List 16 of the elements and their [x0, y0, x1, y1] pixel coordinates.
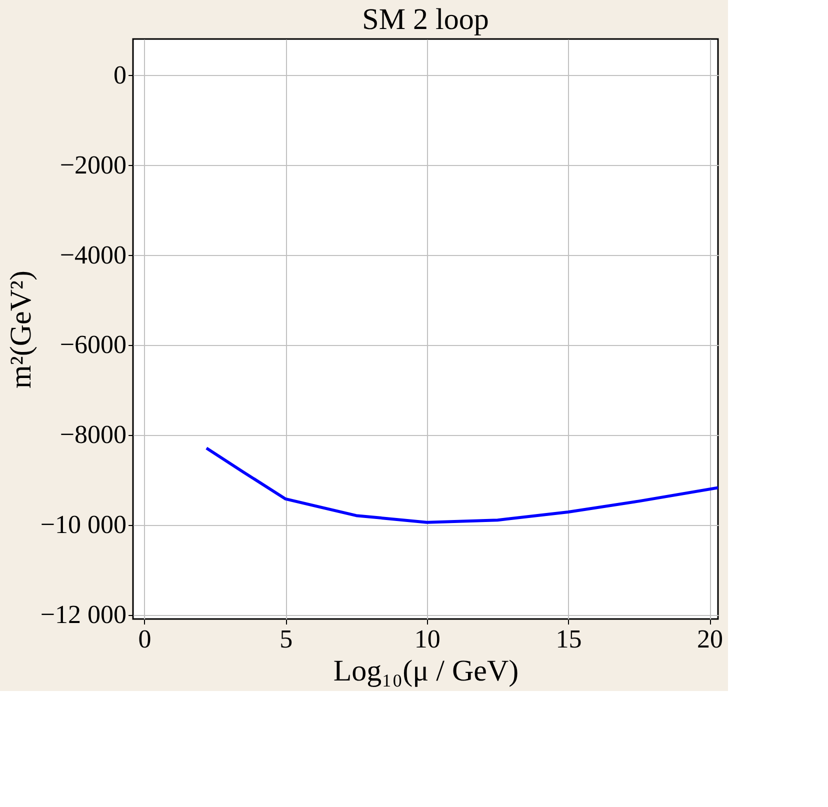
y-tick-label: −10 000: [40, 510, 126, 540]
y-tick-label: −2000: [60, 150, 126, 180]
x-tick-label: 0: [138, 624, 152, 654]
y-tick-label: −8000: [60, 420, 126, 450]
y-axis-title: m²(GeV²): [4, 270, 38, 388]
x-tick-label: 20: [697, 624, 724, 654]
y-tick-label: 0: [114, 60, 126, 90]
x-tick-label: 15: [556, 624, 582, 654]
x-tick-label: 10: [414, 624, 440, 654]
y-tick-label: −12 000: [40, 600, 126, 630]
line-series: [204, 446, 718, 524]
x-tick-label: 5: [280, 624, 293, 654]
y-tick-label: −4000: [60, 240, 126, 270]
y-tick-label: −6000: [60, 330, 126, 360]
chart-title: SM 2 loop: [362, 3, 489, 36]
x-axis-title: Log₁₀(μ / GeV): [333, 654, 519, 688]
